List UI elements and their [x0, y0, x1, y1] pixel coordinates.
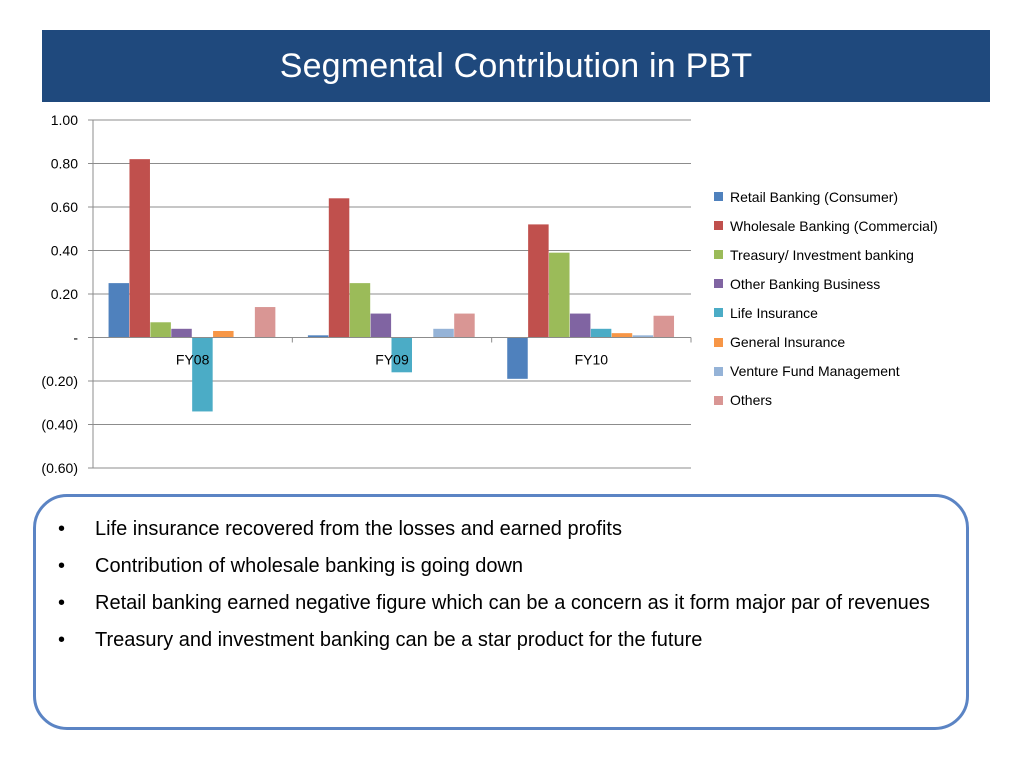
y-tick-label: (0.20) — [41, 373, 78, 389]
y-tick-label: 0.80 — [51, 156, 78, 172]
x-tick-label: FY08 — [176, 352, 210, 368]
bar — [391, 337, 412, 373]
bar — [307, 335, 329, 338]
legend-item: Life Insurance — [714, 298, 938, 327]
legend-item: General Insurance — [714, 327, 938, 356]
legend-swatch — [714, 221, 723, 231]
bar — [569, 313, 591, 338]
y-tick-label: (0.40) — [41, 417, 78, 433]
legend-item: Retail Banking (Consumer) — [714, 182, 938, 211]
y-tick-label: 1.00 — [51, 112, 78, 128]
bullet-text: Contribution of wholesale banking is goi… — [95, 555, 524, 577]
bar — [370, 313, 392, 338]
bar — [507, 337, 528, 379]
y-tick-label: (0.60) — [41, 460, 78, 476]
bar — [528, 224, 549, 338]
x-tick-label: FY09 — [375, 352, 409, 368]
bullet-symbol: • — [58, 518, 66, 540]
bar — [213, 330, 234, 338]
bar — [590, 328, 612, 338]
bullet-symbol: • — [58, 629, 66, 651]
bullet-text: Retail banking earned negative figure wh… — [95, 592, 930, 614]
bar — [171, 328, 192, 338]
y-tick-label: 0.20 — [51, 286, 78, 302]
bullet-item: • Contribution of wholesale banking is go… — [58, 552, 958, 581]
legend-swatch — [714, 308, 723, 318]
legend-swatch — [714, 279, 723, 289]
legend-label: Life Insurance — [730, 304, 818, 321]
legend-swatch — [714, 192, 723, 202]
notes-list: • Life insurance recovered from the losse… — [58, 515, 958, 663]
bar-chart: 1.00 0.80 0.60 0.40 0.20 - (0.20) (0.40) (0.60) F… — [41, 112, 692, 476]
x-tick-label: FY10 — [575, 352, 609, 368]
chart-legend: Retail Banking (Consumer) Wholesale Banki… — [714, 182, 938, 415]
legend-label: Wholesale Banking (Commercial) — [730, 217, 938, 234]
legend-label: Venture Fund Management — [730, 363, 900, 380]
bullet-text: Treasury and investment banking can be a… — [95, 629, 703, 651]
bar — [349, 283, 371, 338]
legend-item: Wholesale Banking (Commercial) — [714, 211, 938, 240]
bar — [108, 283, 130, 338]
bar — [254, 307, 276, 338]
bullet-item: • Life insurance recovered from the losse… — [58, 515, 958, 544]
legend-item: Others — [714, 386, 938, 415]
bar — [129, 159, 150, 338]
bullet-item: • Treasury and investment banking can be … — [58, 626, 958, 655]
bar — [549, 252, 570, 338]
title-bar: Segmental Contribution in PBT — [42, 30, 990, 102]
bullet-symbol: • — [58, 555, 66, 577]
slide-title: Segmental Contribution in PBT — [279, 46, 753, 85]
legend-label: Others — [730, 392, 773, 409]
bar — [192, 337, 213, 412]
bar — [454, 313, 475, 338]
bar — [632, 335, 654, 338]
bar — [653, 315, 675, 338]
legend-item: Treasury/ Investment banking — [714, 240, 938, 269]
y-tick-label: - — [73, 330, 78, 346]
bullet-text: Life insurance recovered from the losses… — [95, 518, 622, 540]
legend-label: Other Banking Business — [730, 275, 881, 292]
legend-swatch — [714, 250, 723, 260]
legend-swatch — [714, 366, 723, 376]
bar — [150, 322, 171, 338]
bar — [328, 198, 350, 338]
legend-label: Treasury/ Investment banking — [730, 246, 914, 263]
bar — [611, 333, 633, 338]
bullet-item: • Retail banking earned negative figure w… — [58, 589, 958, 618]
bullet-symbol: • — [58, 592, 66, 614]
legend-swatch — [714, 337, 723, 347]
notes-box — [33, 494, 969, 730]
bar — [433, 328, 454, 338]
legend-label: Retail Banking (Consumer) — [730, 188, 899, 205]
legend-label: General Insurance — [730, 334, 846, 351]
legend-item: Venture Fund Management — [714, 357, 938, 386]
y-tick-label: 0.40 — [51, 243, 78, 259]
legend-swatch — [714, 395, 723, 405]
legend-item: Other Banking Business — [714, 269, 938, 298]
y-tick-label: 0.60 — [51, 199, 78, 215]
